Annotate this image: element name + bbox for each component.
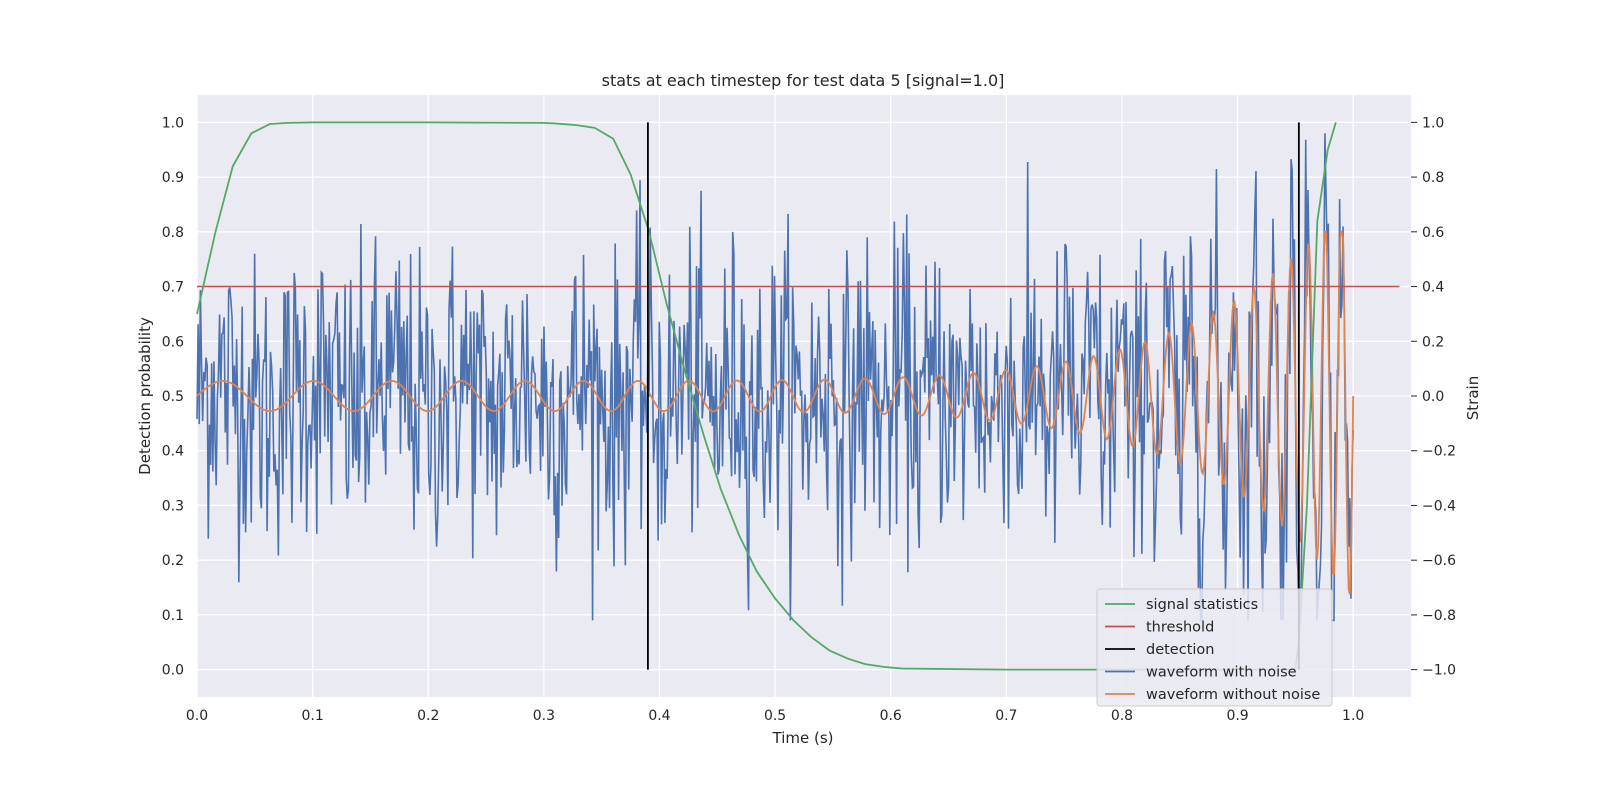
legend-label: waveform without noise: [1146, 687, 1320, 703]
x-tick-label: 0.6: [880, 708, 902, 724]
y2-axis-label: Strain: [1464, 376, 1482, 420]
y-tick-label: 0.7: [162, 280, 184, 296]
x-tick-label: 0.0: [186, 708, 208, 724]
x-tick-label: 0.1: [301, 708, 323, 724]
y-tick-label: 0.8: [162, 225, 184, 241]
y2-tick-label: −0.2: [1422, 444, 1456, 460]
y-tick-label: 1.0: [162, 115, 184, 131]
x-axis-ticks: 0.0 0.1 0.2 0.3 0.4 0.5 0.6 0.7 0.8 0.9 1.0: [186, 708, 1364, 724]
y2-tick-label: 0.2: [1422, 334, 1444, 350]
x-tick-label: 1.0: [1342, 708, 1364, 724]
y-tick-label: 0.4: [162, 444, 184, 460]
x-tick-label: 0.7: [995, 708, 1017, 724]
y-tick-label: 0.6: [162, 334, 184, 350]
x-tick-label: 0.9: [1226, 708, 1248, 724]
x-tick-label: 0.3: [533, 708, 555, 724]
y2-tick-label: 0.4: [1422, 280, 1444, 296]
y-axis-label: Detection probability: [136, 317, 154, 475]
y-tick-label: 0.9: [162, 170, 184, 186]
y2-tick-label: −0.8: [1422, 608, 1456, 624]
y2-tick-label: −0.6: [1422, 553, 1456, 569]
series-waveform-without-noise: [196, 230, 1355, 595]
x-tick-label: 0.4: [648, 708, 670, 724]
y2-tick-label: −1.0: [1422, 663, 1456, 679]
chart-title: stats at each timestep for test data 5 […: [602, 71, 1005, 90]
y2-tick-label: −0.4: [1422, 498, 1456, 514]
x-tick-label: 0.5: [764, 708, 786, 724]
y-tick-label: 0.1: [162, 608, 184, 624]
series-waveform-with-noise: [196, 133, 1354, 622]
y-tick-label: 0.0: [162, 663, 184, 679]
y2-tick-label: 0.6: [1422, 225, 1444, 241]
y-axis-ticks: 0.0 0.1 0.2 0.3 0.4 0.5 0.6 0.7 0.8 0.9 1.0: [162, 115, 184, 678]
y-tick-label: 0.3: [162, 498, 184, 514]
y-tick-label: 0.5: [162, 389, 184, 405]
x-tick-label: 0.2: [417, 708, 439, 724]
x-axis-label: Time (s): [772, 729, 834, 747]
y2-axis-ticks: −1.0 −0.8 −0.6 −0.4 −0.2 0.0 0.2 0.4 0.6 0.8 1.0: [1411, 115, 1456, 679]
y2-tick-label: 0.0: [1422, 389, 1444, 405]
legend-label: signal statistics: [1146, 597, 1258, 613]
y2-tick-label: 1.0: [1422, 115, 1444, 131]
legend-label: threshold: [1146, 620, 1214, 636]
x-tick-label: 0.8: [1111, 708, 1133, 724]
y-tick-label: 0.2: [162, 553, 184, 569]
y2-tick-label: 0.8: [1422, 170, 1444, 186]
legend: signal statistics threshold detection wavef…: [1096, 588, 1333, 707]
legend-box: [1096, 588, 1333, 707]
legend-label: detection: [1146, 642, 1214, 658]
legend-label: waveform with noise: [1146, 665, 1297, 681]
